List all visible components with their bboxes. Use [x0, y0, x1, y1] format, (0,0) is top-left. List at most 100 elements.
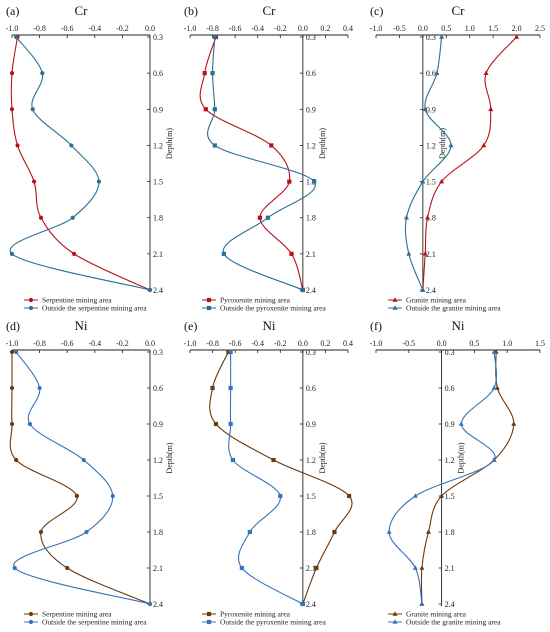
- y-tick-label: 2.4: [153, 286, 163, 295]
- x-tick-label: -1.0: [6, 24, 19, 33]
- data-point: [422, 106, 428, 112]
- y-tick-label: 1.8: [306, 214, 316, 223]
- y-tick-label: 0.6: [306, 384, 316, 393]
- legend-entry: Pyroxenite mining area: [220, 296, 291, 305]
- data-point: [31, 179, 37, 184]
- y-tick-label: 2.1: [153, 564, 163, 573]
- data-point: [9, 251, 15, 256]
- y-tick-label: 1.8: [153, 528, 163, 537]
- y-axis-label: Depth(m): [438, 128, 447, 159]
- legend-entry: Granite mining area: [406, 610, 467, 619]
- series-line: [228, 352, 304, 605]
- data-point: [213, 421, 219, 427]
- y-tick-label: 1.5: [153, 492, 163, 501]
- y-tick-label: 0.6: [426, 69, 436, 78]
- data-point: [15, 143, 20, 148]
- data-point: [226, 349, 231, 355]
- y-axis-label: Depth(m): [318, 442, 327, 473]
- panel-title: Ni: [75, 318, 88, 333]
- data-point: [9, 349, 15, 355]
- data-point: [212, 34, 217, 40]
- y-tick-label: 0.3: [426, 33, 436, 42]
- data-point: [14, 34, 19, 40]
- data-point: [488, 106, 494, 112]
- data-point: [38, 215, 44, 220]
- x-tick-label: 0.0: [145, 24, 155, 33]
- data-point: [278, 493, 283, 499]
- y-tick-label: 1.5: [445, 492, 455, 501]
- series-line: [404, 36, 452, 291]
- data-point: [420, 178, 426, 184]
- y-tick-label: 0.9: [445, 420, 455, 429]
- y-tick-label: 0.9: [153, 420, 163, 429]
- legend-marker: [206, 297, 212, 303]
- data-point: [147, 287, 153, 293]
- y-tick-label: 2.4: [153, 600, 163, 609]
- data-point: [271, 457, 276, 463]
- x-tick-label: -1.0: [184, 24, 197, 33]
- y-tick-label: 0.3: [153, 348, 163, 357]
- x-tick-label: -0.8: [33, 339, 46, 348]
- data-point: [202, 71, 207, 76]
- y-tick-label: 1.5: [306, 178, 316, 187]
- panel-label: (d): [6, 319, 20, 333]
- x-tick-label: -0.4: [251, 24, 264, 33]
- data-point: [483, 70, 489, 75]
- series-line: [199, 36, 304, 291]
- x-tick-label: -0.4: [88, 24, 101, 33]
- x-tick-label: -0.2: [274, 339, 287, 348]
- y-tick-label: 2.1: [306, 250, 316, 259]
- data-point: [420, 287, 426, 292]
- y-tick-label: 0.3: [306, 33, 316, 42]
- data-point: [439, 178, 445, 184]
- data-point: [221, 251, 226, 256]
- data-point: [419, 601, 425, 606]
- x-tick-label: 0.4: [343, 24, 353, 33]
- y-tick-label: 2.4: [306, 286, 316, 295]
- data-point: [312, 179, 317, 184]
- legend-marker: [28, 297, 34, 303]
- data-point: [230, 457, 235, 463]
- legend-marker: [28, 619, 34, 625]
- y-tick-label: 2.4: [445, 600, 455, 609]
- data-point: [425, 214, 431, 220]
- y-axis-label: Depth(m): [318, 128, 327, 159]
- data-point: [212, 143, 217, 148]
- x-tick-label: 0.4: [343, 339, 353, 348]
- data-point: [412, 493, 418, 498]
- data-point: [300, 287, 305, 293]
- legend-entry: Outside the serpentine mining area: [42, 304, 147, 313]
- series-line: [388, 351, 498, 605]
- data-point: [72, 251, 77, 256]
- panel-label: (b): [184, 4, 198, 18]
- y-tick-label: 0.6: [153, 69, 163, 78]
- y-tick-label: 1.2: [306, 141, 316, 150]
- series-line: [422, 36, 517, 291]
- y-tick-label: 0.9: [306, 105, 316, 114]
- y-tick-label: 0.9: [306, 420, 316, 429]
- data-point: [210, 71, 215, 76]
- data-point: [228, 349, 233, 355]
- series-line: [420, 351, 515, 605]
- y-tick-label: 1.8: [153, 214, 163, 223]
- y-axis-label: Depth(m): [457, 442, 466, 473]
- legend-entry: Outside the granite mining area: [406, 304, 501, 313]
- data-point: [212, 107, 217, 112]
- data-point: [491, 457, 497, 462]
- y-tick-label: 0.6: [445, 384, 455, 393]
- data-point: [9, 421, 15, 427]
- data-point: [289, 251, 294, 256]
- data-point: [110, 493, 115, 499]
- data-point: [96, 179, 102, 184]
- data-point: [347, 493, 352, 499]
- x-tick-label: 0.0: [437, 339, 447, 348]
- y-tick-label: 1.5: [426, 178, 436, 187]
- x-tick-label: 2.5: [535, 24, 545, 33]
- panel-d: (d) Ni -1.0 -0.8 -0.6 -0.4 -0.2 0.00.3 0.6 0.9 1.2…: [6, 318, 174, 627]
- x-tick-label: -1.0: [370, 24, 383, 33]
- panel-title: Ni: [263, 318, 276, 333]
- x-tick-label: 0.5: [469, 339, 479, 348]
- y-tick-label: 1.8: [306, 528, 316, 537]
- legend-entry: Serpentine mining area: [42, 296, 112, 305]
